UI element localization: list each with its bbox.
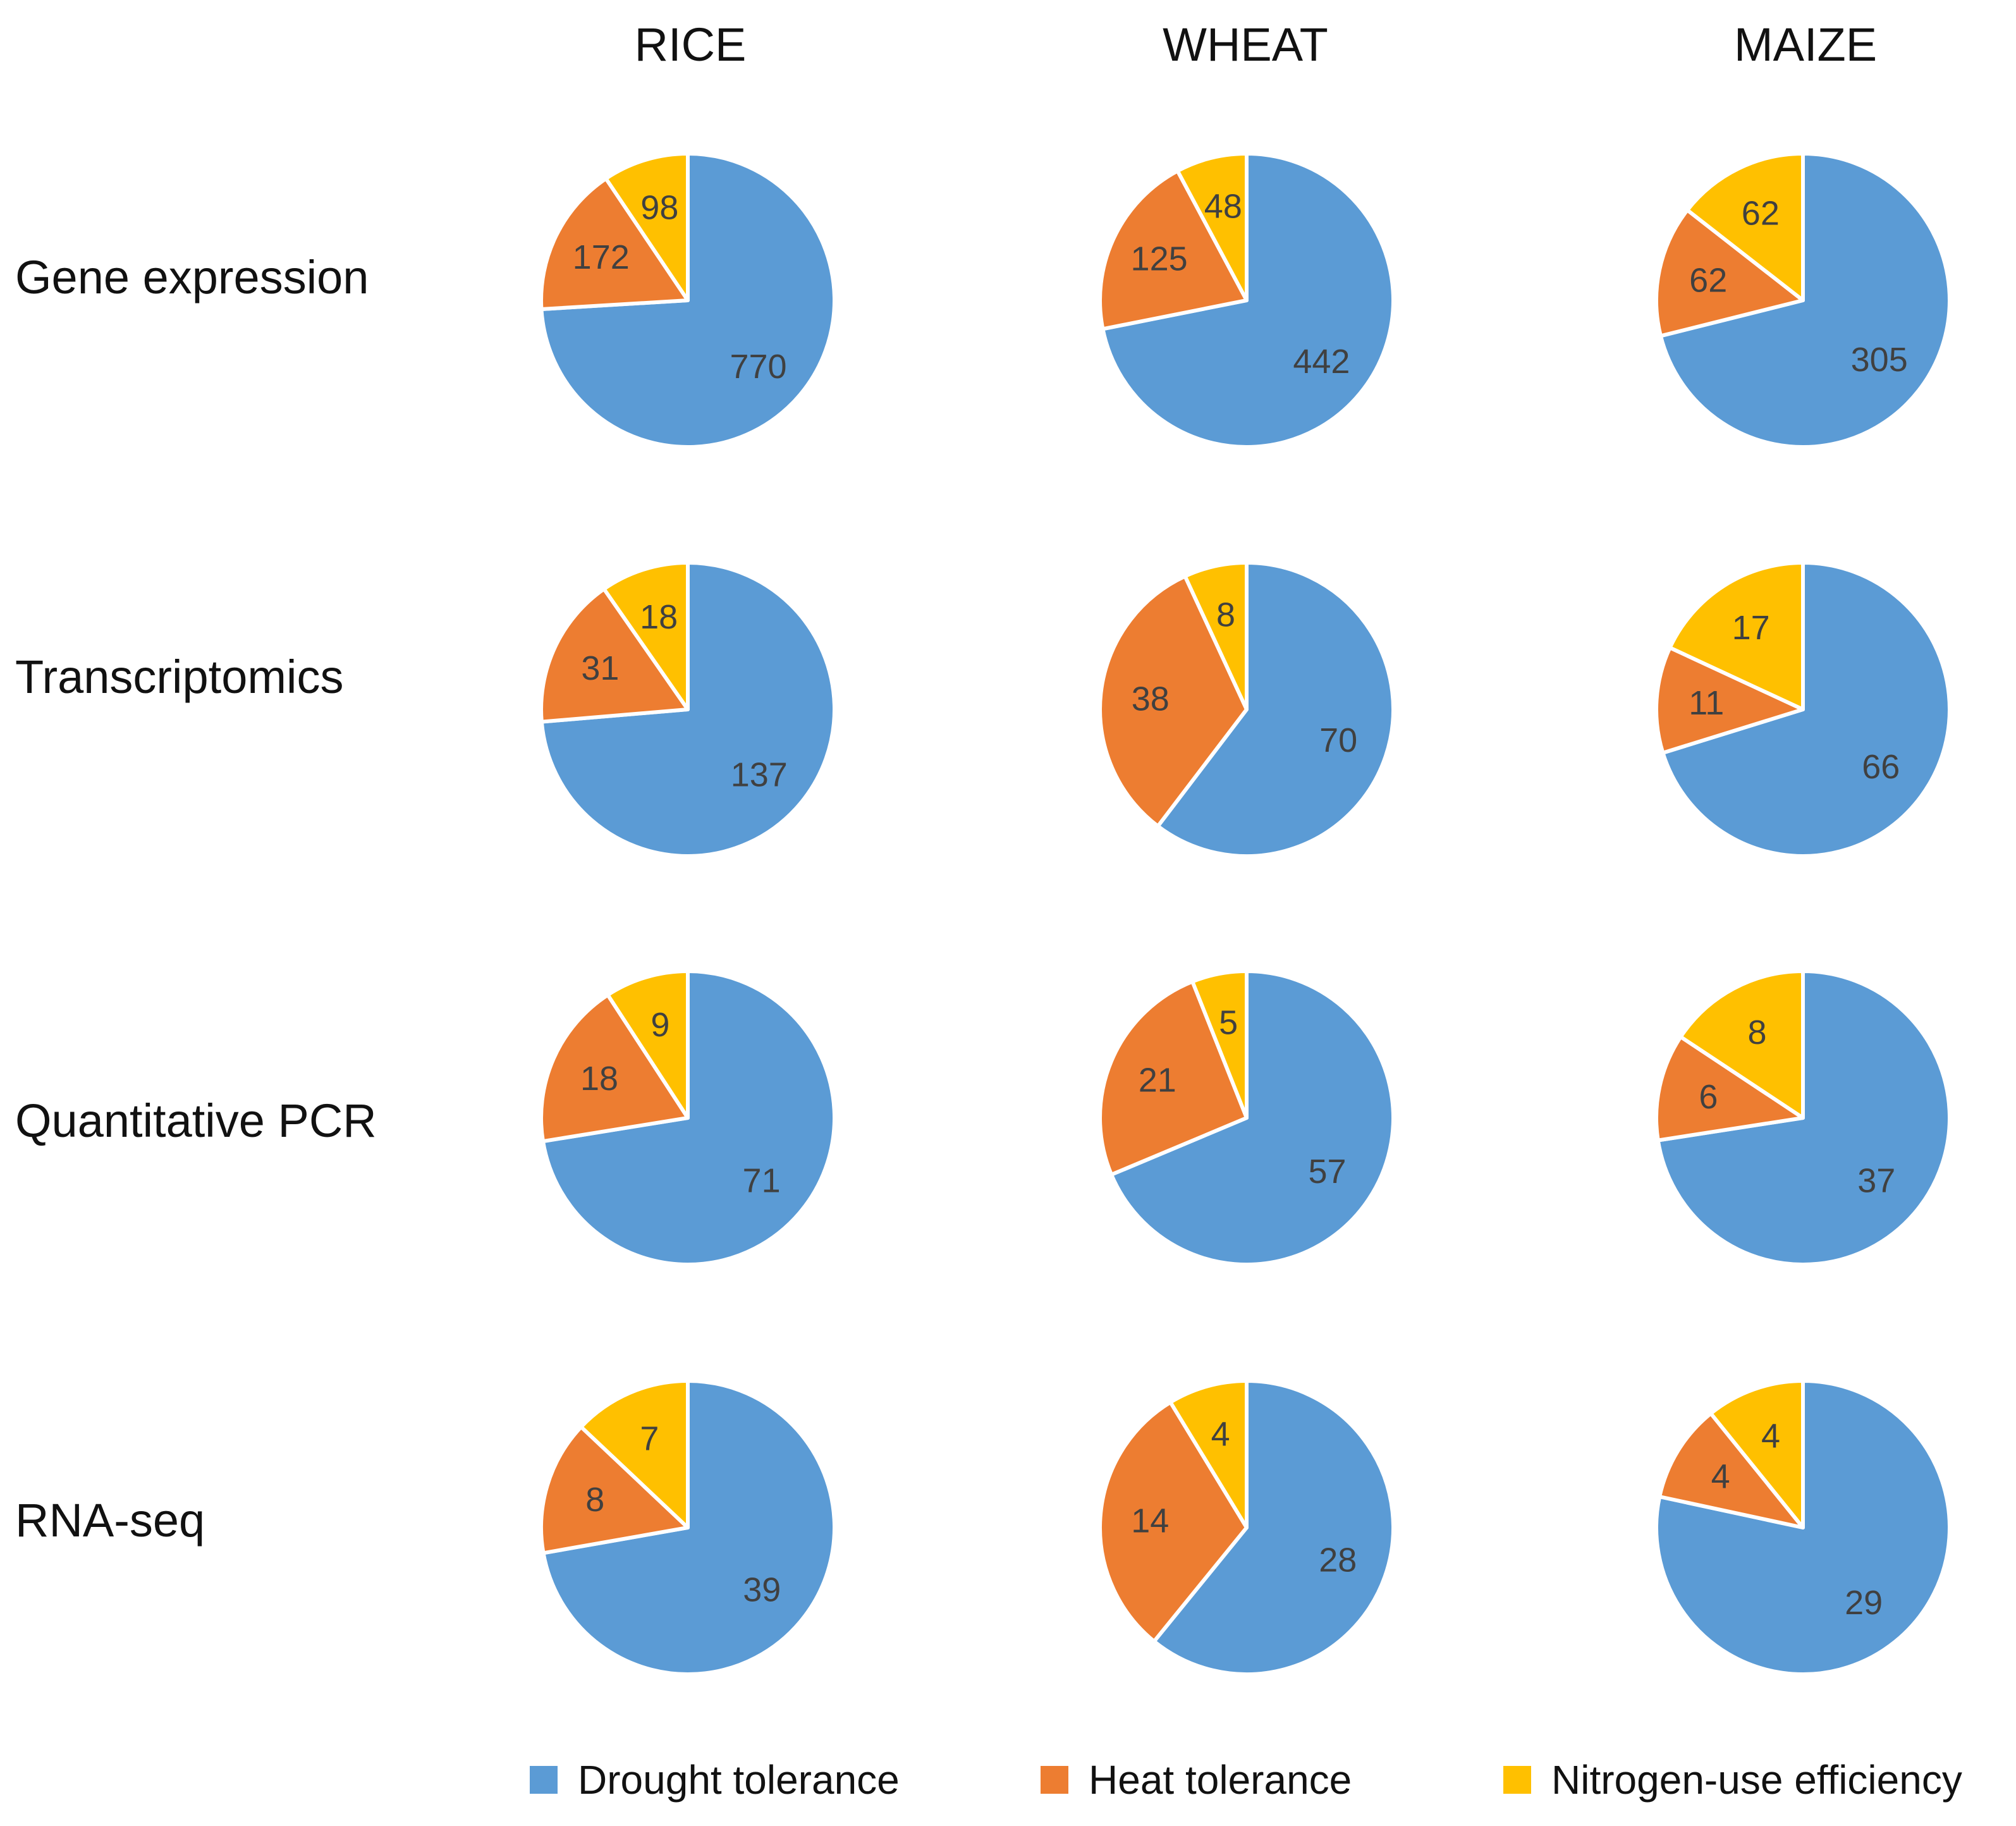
- row-header-transcriptomics: Transcriptomics: [15, 651, 344, 703]
- pie-wheat-rna-seq: 28 14 4: [1098, 1379, 1395, 1676]
- slice-nitrogen-use-efficiency: [604, 152, 690, 302]
- slice-nitrogen-use-efficiency: [1678, 969, 1805, 1120]
- data-label-drought-tolerance: 305: [1851, 341, 1908, 379]
- legend-swatch-heat: [1041, 1766, 1068, 1794]
- slice-nitrogen-use-efficiency: [602, 561, 690, 711]
- row-header-quantitative-pcr: Quantitative PCR: [15, 1094, 377, 1147]
- data-label-nitrogen-use-efficiency: 8: [1216, 596, 1235, 634]
- legend-swatch-nitrogen: [1503, 1766, 1531, 1794]
- legend-heat: Heat tolerance: [1041, 1756, 1352, 1803]
- slice-heat-tolerance: [1654, 208, 1805, 338]
- row-header-rna-seq: RNA-seq: [15, 1494, 205, 1547]
- pie-wheat-transcriptomics: 70 38 8: [1098, 561, 1396, 858]
- slice-heat-tolerance: [1658, 1411, 1805, 1529]
- data-label-drought-tolerance: 71: [743, 1161, 781, 1199]
- data-label-heat-tolerance: 21: [1139, 1062, 1176, 1100]
- legend-swatch-drought: [530, 1766, 558, 1794]
- slice-heat-tolerance: [539, 993, 690, 1144]
- slice-nitrogen-use-efficiency: [1668, 561, 1805, 711]
- slice-nitrogen-use-efficiency: [579, 1379, 690, 1529]
- pie-rice-transcriptomics: 137 31 18: [539, 561, 836, 858]
- slice-nitrogen-use-efficiency: [1175, 152, 1249, 302]
- data-label-heat-tolerance: 125: [1131, 240, 1188, 278]
- data-label-nitrogen-use-efficiency: 5: [1219, 1004, 1238, 1042]
- slice-heat-tolerance: [1098, 1400, 1249, 1643]
- pie-wheat-quantitative-pcr: 57 21 5: [1098, 969, 1395, 1266]
- data-label-drought-tolerance: 39: [743, 1571, 781, 1608]
- data-label-nitrogen-use-efficiency: 8: [1748, 1014, 1767, 1051]
- pie-maize-gene-expression: 305 62 62: [1654, 152, 1952, 449]
- pie-maize-rna-seq: 29 44: [1654, 1379, 1952, 1676]
- data-label-drought-tolerance: 66: [1862, 748, 1900, 786]
- slice-drought-tolerance: [1152, 1379, 1395, 1676]
- data-label-heat-tolerance: 62: [1689, 261, 1727, 299]
- slice-drought-tolerance: [1156, 561, 1396, 858]
- data-label-drought-tolerance: 137: [731, 756, 788, 794]
- legend-label-drought: Drought tolerance: [578, 1757, 900, 1803]
- data-label-nitrogen-use-efficiency: 9: [651, 1006, 669, 1044]
- pie-rice-rna-seq: 39 87: [539, 1379, 836, 1676]
- legend-drought: Drought tolerance: [530, 1756, 900, 1803]
- slice-nitrogen-use-efficiency: [1685, 152, 1805, 302]
- data-label-heat-tolerance: 4: [1711, 1458, 1730, 1496]
- legend-label-heat: Heat tolerance: [1089, 1757, 1352, 1803]
- data-label-drought-tolerance: 28: [1319, 1541, 1357, 1579]
- legend-nitrogen: Nitrogen-use efficiency: [1503, 1756, 1962, 1803]
- data-label-nitrogen-use-efficiency: 18: [640, 598, 678, 636]
- data-label-heat-tolerance: 38: [1132, 680, 1170, 718]
- data-label-drought-tolerance: 29: [1845, 1584, 1883, 1622]
- pie-rice-gene-expression: 770 172 98: [539, 152, 836, 449]
- row-header-gene-expression: Gene expression: [15, 251, 369, 303]
- data-label-heat-tolerance: 8: [585, 1481, 604, 1519]
- data-label-heat-tolerance: 11: [1689, 684, 1724, 722]
- data-label-heat-tolerance: 31: [581, 649, 619, 687]
- slice-drought-tolerance: [1109, 969, 1395, 1266]
- col-header-rice: RICE: [634, 18, 747, 71]
- col-header-wheat: WHEAT: [1163, 18, 1328, 71]
- slice-nitrogen-use-efficiency: [1183, 561, 1249, 711]
- data-label-nitrogen-use-efficiency: 7: [640, 1419, 659, 1457]
- data-label-nitrogen-use-efficiency: 4: [1761, 1418, 1780, 1455]
- slice-nitrogen-use-efficiency: [606, 969, 690, 1120]
- slice-nitrogen-use-efficiency: [1709, 1379, 1805, 1529]
- pie-wheat-gene-expression: 442 125 48: [1098, 152, 1395, 449]
- data-label-drought-tolerance: 70: [1319, 721, 1357, 759]
- data-label-nitrogen-use-efficiency: 17: [1732, 609, 1770, 647]
- data-label-nitrogen-use-efficiency: 4: [1211, 1416, 1230, 1454]
- data-label-nitrogen-use-efficiency: 48: [1204, 187, 1242, 225]
- slice-heat-tolerance: [539, 1425, 690, 1555]
- slice-nitrogen-use-efficiency: [1190, 969, 1249, 1120]
- legend-label-nitrogen: Nitrogen-use efficiency: [1551, 1757, 1962, 1803]
- data-label-drought-tolerance: 770: [730, 348, 786, 386]
- slice-heat-tolerance: [1654, 1034, 1805, 1143]
- data-label-heat-tolerance: 6: [1699, 1078, 1718, 1116]
- data-label-heat-tolerance: 172: [573, 238, 630, 276]
- slice-drought-tolerance: [1661, 561, 1952, 858]
- pie-maize-quantitative-pcr: 37 68: [1654, 969, 1952, 1266]
- col-header-maize: MAIZE: [1733, 18, 1878, 71]
- data-label-drought-tolerance: 37: [1857, 1162, 1895, 1200]
- slice-drought-tolerance: [1658, 152, 1952, 449]
- data-label-drought-tolerance: 57: [1308, 1153, 1346, 1191]
- slice-heat-tolerance: [1654, 646, 1805, 755]
- data-label-heat-tolerance: 18: [580, 1060, 618, 1098]
- slice-heat-tolerance: [539, 587, 690, 724]
- pie-rice-quantitative-pcr: 71 18 9: [539, 969, 836, 1266]
- slice-heat-tolerance: [539, 176, 690, 312]
- slice-heat-tolerance: [1098, 169, 1249, 331]
- pie-chart-grid: 7701729844212548305626213731187038866111…: [539, 152, 1952, 1676]
- slice-heat-tolerance: [1098, 574, 1249, 828]
- data-label-drought-tolerance: 442: [1293, 343, 1350, 381]
- slice-nitrogen-use-efficiency: [1168, 1379, 1249, 1529]
- data-label-heat-tolerance: 14: [1131, 1502, 1169, 1540]
- data-label-nitrogen-use-efficiency: 62: [1742, 194, 1780, 232]
- data-label-nitrogen-use-efficiency: 98: [640, 189, 678, 227]
